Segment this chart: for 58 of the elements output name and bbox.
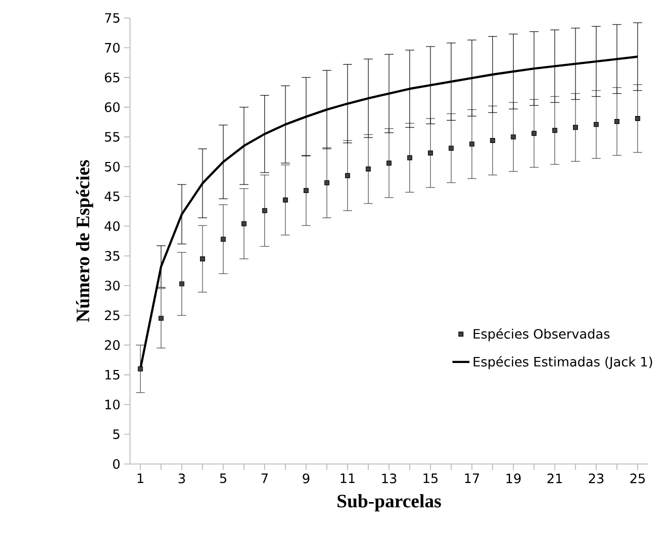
y-tick-label: 30 — [104, 280, 120, 290]
y-tick-label: 5 — [113, 429, 120, 440]
y-tick-label: 15 — [105, 370, 120, 380]
point — [614, 118, 620, 124]
point — [138, 366, 143, 372]
y-tick-label: 65 — [104, 72, 120, 82]
y-tick-label: 70 — [105, 42, 120, 53]
y-tick-label: 55 — [105, 132, 120, 142]
point — [469, 142, 474, 147]
legend-label: Espécies Estimadas (Jack 1) — [474, 356, 652, 370]
x-tick-label: 9 — [302, 474, 310, 484]
point — [510, 134, 516, 140]
legend-label: Espécies Observadas — [474, 328, 610, 342]
y-tick-label: 20 — [104, 340, 120, 350]
x-tick-label: 7 — [262, 474, 268, 483]
y-tick-label: 50 — [105, 162, 120, 172]
point — [594, 122, 599, 127]
point — [366, 166, 371, 172]
x-tick-label: 5 — [220, 474, 226, 484]
y-tick-label: 45 — [104, 192, 120, 202]
point — [552, 128, 558, 133]
x-axis-title: Sub-parcelas — [338, 494, 441, 512]
y-tick-label: 10 — [105, 400, 120, 410]
point — [282, 197, 288, 202]
point — [428, 150, 433, 156]
x-tick-label: 3 — [178, 474, 185, 484]
point — [158, 316, 164, 321]
y-tick-label: 60 — [104, 102, 120, 112]
point — [448, 146, 454, 151]
y-tick-label: 75 — [105, 13, 120, 23]
point — [262, 208, 268, 214]
y-tick-label: 0 — [113, 459, 120, 469]
x-tick-label: 17 — [465, 474, 480, 483]
x-tick-label: 15 — [424, 474, 438, 484]
y-axis-title: Número de Espécies — [76, 160, 94, 322]
x-tick-label: 23 — [588, 474, 604, 484]
point — [635, 116, 640, 121]
point — [572, 124, 578, 130]
point — [490, 138, 496, 143]
y-tick-label: 35 — [104, 250, 120, 261]
point — [200, 256, 206, 262]
x-tick-label: 13 — [382, 474, 396, 484]
x-tick-label: 1 — [138, 474, 144, 483]
point — [324, 180, 330, 186]
point — [345, 173, 350, 178]
point — [407, 155, 412, 160]
point — [179, 281, 184, 286]
x-tick-label: 25 — [630, 474, 645, 484]
point — [220, 236, 226, 242]
point — [386, 160, 392, 166]
point — [304, 188, 309, 193]
y-tick-label: 25 — [104, 310, 120, 320]
x-tick-label: 11 — [340, 474, 355, 483]
y-tick-label: 40 — [104, 221, 120, 232]
x-tick-label: 19 — [506, 474, 521, 484]
point — [241, 221, 246, 226]
x-tick-label: 21 — [547, 474, 562, 484]
point — [532, 130, 537, 136]
